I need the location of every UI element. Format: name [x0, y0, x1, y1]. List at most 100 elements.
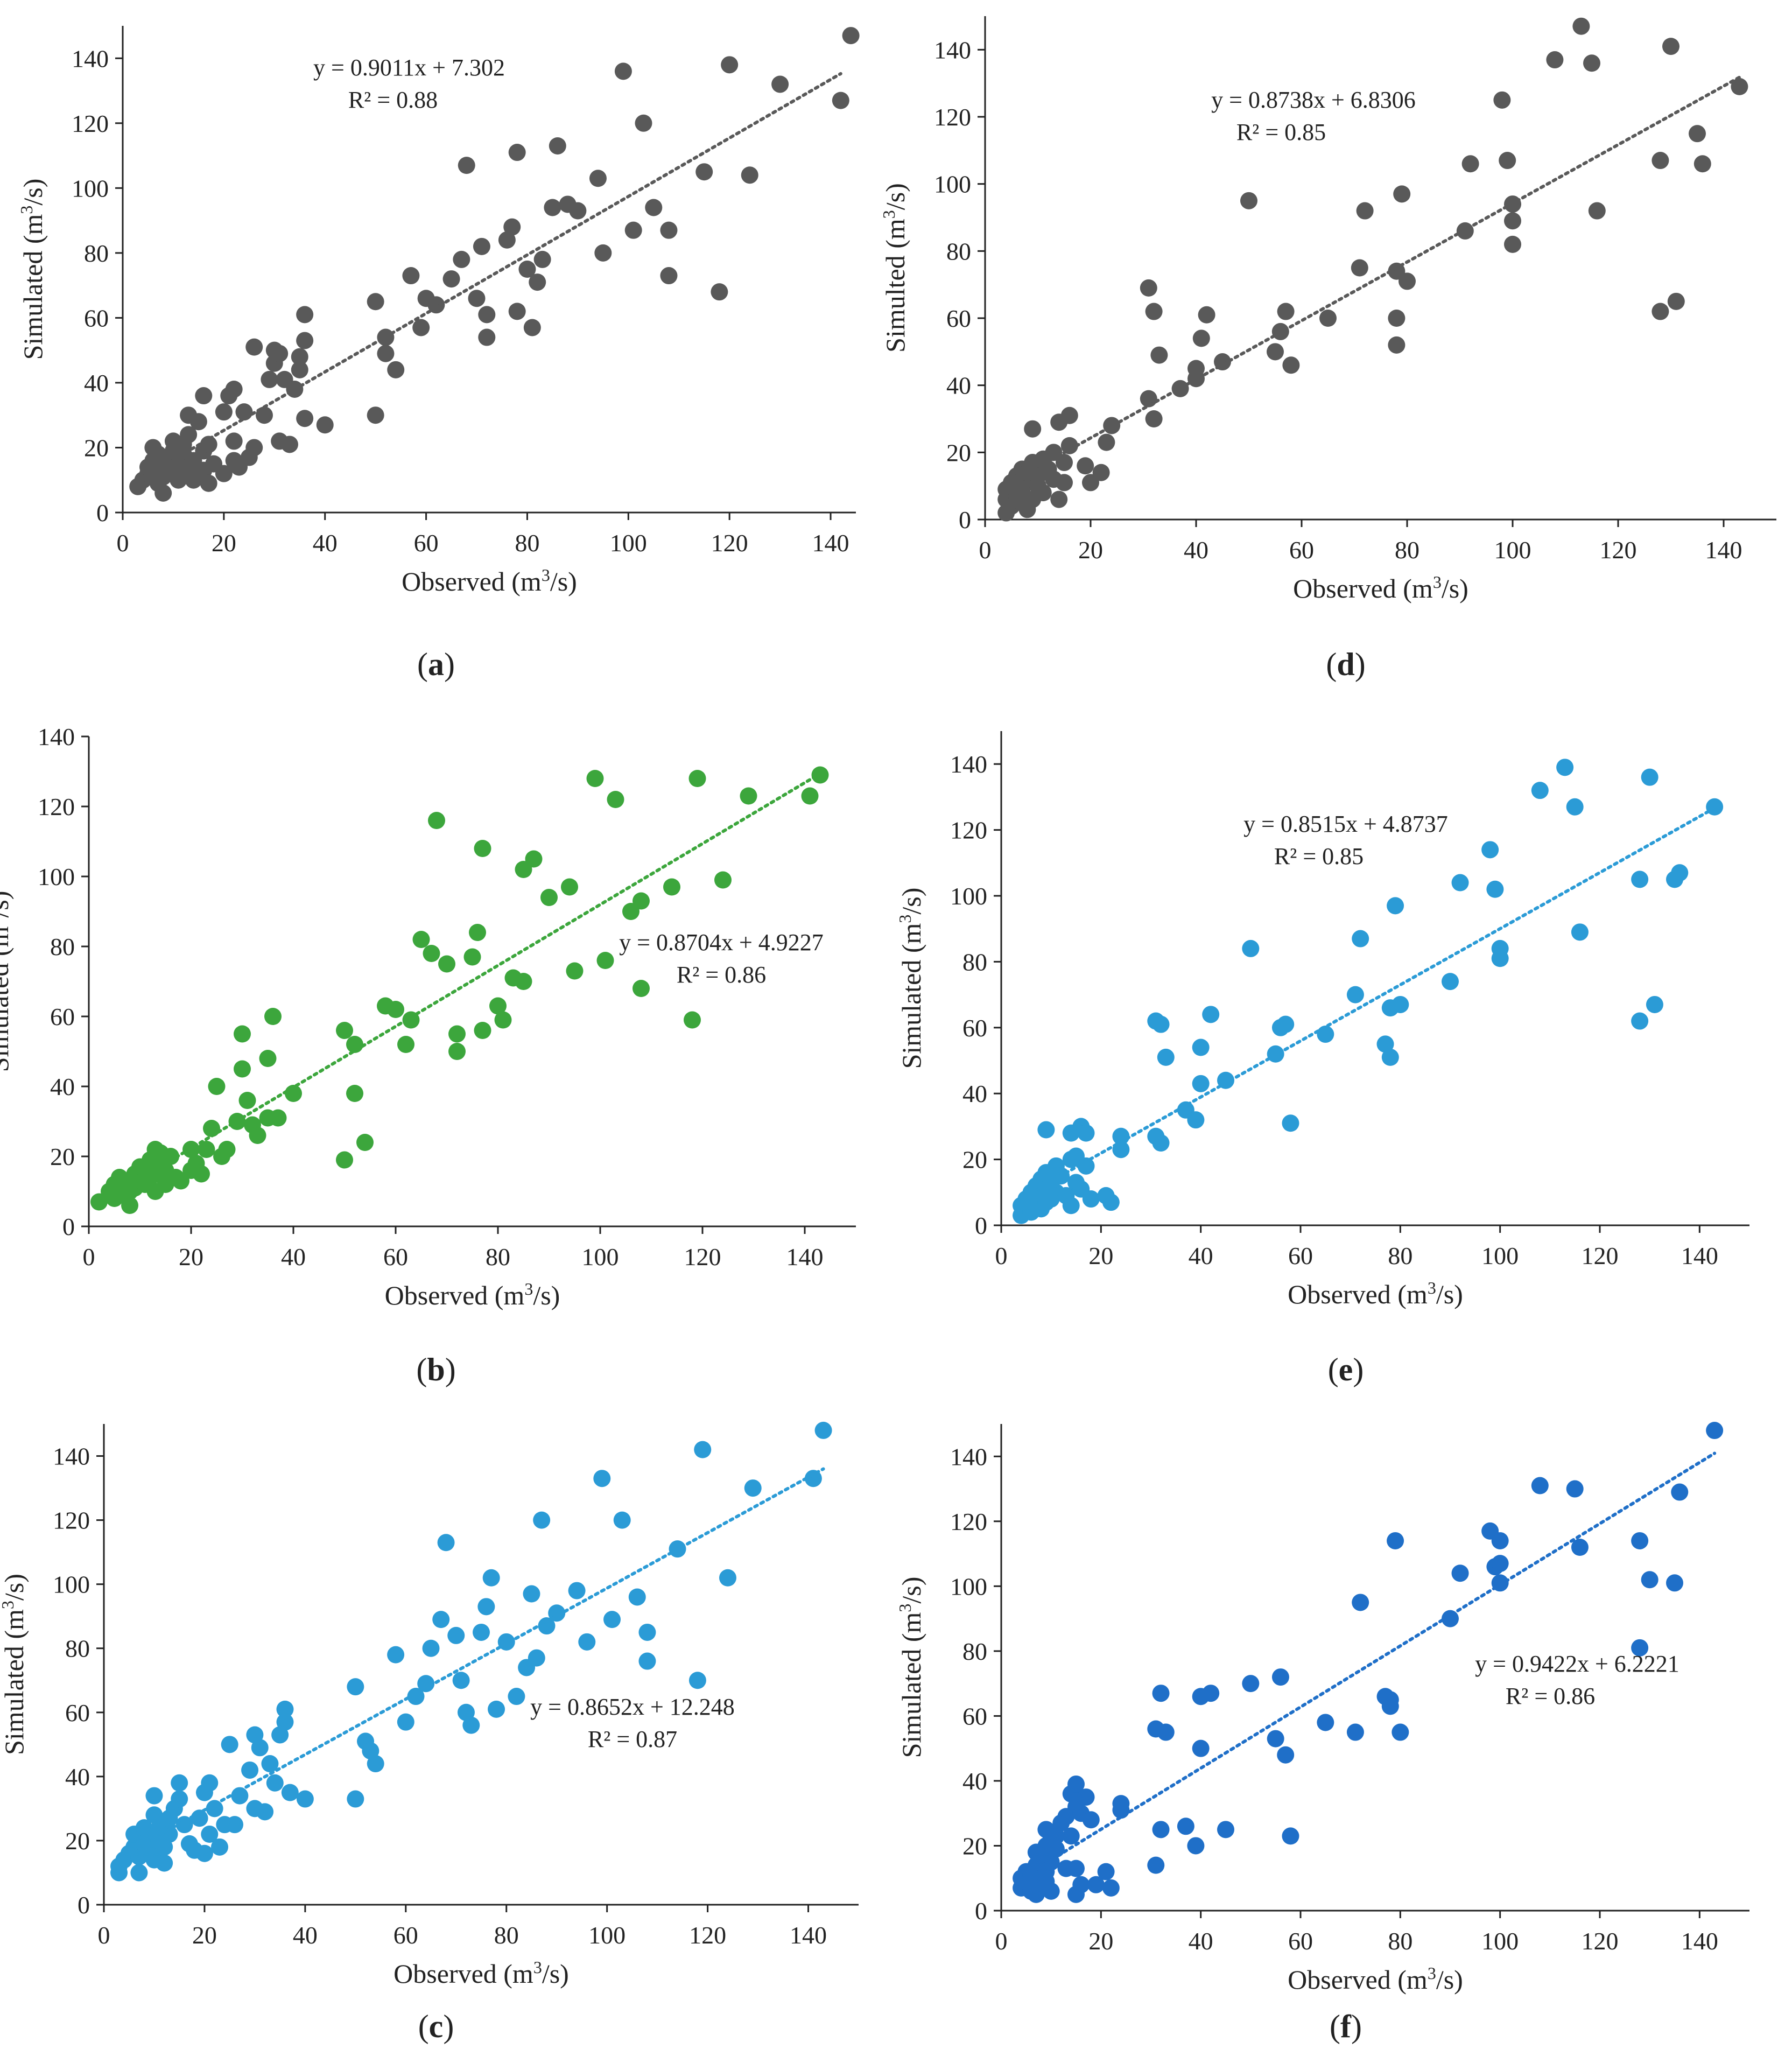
data-point — [417, 1675, 435, 1693]
data-point — [474, 840, 491, 857]
data-point — [1631, 871, 1649, 888]
data-point — [744, 1479, 762, 1497]
data-point — [1147, 1856, 1165, 1874]
x-axis-title-sup: 3 — [524, 1279, 533, 1299]
data-point — [1671, 1483, 1689, 1501]
data-point — [518, 261, 536, 278]
y-tick-label: 120 — [38, 793, 75, 820]
x-tick-label: 120 — [684, 1243, 721, 1271]
x-axis-title-tail: /s) — [533, 1280, 560, 1310]
y-axis-title: Simulated (m3/s) — [0, 1574, 29, 1755]
data-point — [1150, 346, 1168, 364]
data-point — [195, 387, 213, 405]
data-point — [628, 1588, 646, 1606]
y-tick-label: 120 — [950, 817, 987, 844]
data-point — [1662, 38, 1679, 55]
data-point — [160, 1826, 178, 1843]
data-point — [428, 812, 445, 829]
data-point — [259, 1050, 277, 1067]
data-point — [1145, 303, 1163, 320]
data-point — [540, 889, 558, 906]
data-point — [1067, 1859, 1085, 1877]
x-axis-title-tail: /s) — [1436, 1964, 1463, 1995]
data-point — [296, 332, 314, 349]
data-point — [412, 319, 430, 336]
data-point — [515, 973, 532, 990]
data-point — [1060, 437, 1078, 454]
x-tick-label: 40 — [293, 1921, 318, 1949]
data-point — [1356, 202, 1374, 220]
data-point — [296, 410, 314, 427]
panel-label-a: (a) — [417, 647, 455, 682]
data-point — [261, 1755, 279, 1773]
chart-panel-e: 0 20 40 60 80 100 120 140 0 20 40 60 80 100 120 140 Obse… — [895, 731, 1749, 1309]
chart-panel-b: 0 20 40 60 80 100 120 140 0 20 40 60 80 100 120 140 Obse… — [0, 723, 856, 1310]
r-squared-label: R² = 0.86 — [677, 962, 766, 988]
r-squared-label: R² = 0.85 — [1236, 119, 1326, 145]
panel-label-c: (c) — [418, 2009, 454, 2044]
data-point — [1667, 292, 1685, 310]
y-axis-title: Simulated (m3/s) — [895, 1577, 926, 1758]
x-axis-title-text: Observed (m — [1288, 1964, 1428, 1995]
data-point — [1666, 1574, 1683, 1592]
data-point — [804, 1470, 822, 1487]
data-point — [1706, 1422, 1724, 1440]
data-point — [694, 1441, 712, 1458]
data-point — [422, 1639, 440, 1657]
data-point — [1157, 1723, 1175, 1741]
data-point — [635, 114, 652, 132]
data-point — [477, 1598, 495, 1616]
y-tick-label: 140 — [950, 750, 987, 778]
y-axis-title: Simulted (m3/s) — [879, 183, 910, 353]
data-point — [1451, 1564, 1469, 1582]
y-axis-title-tail: /s) — [896, 888, 926, 915]
data-point — [1277, 1015, 1295, 1033]
data-point — [645, 199, 663, 216]
x-axis-title: Observed (m3/s) — [402, 565, 577, 597]
data-point — [478, 306, 496, 324]
data-point — [525, 850, 543, 868]
x-tick-label: 80 — [1395, 536, 1419, 564]
y-tick-label: 80 — [84, 240, 109, 267]
data-point — [346, 1036, 363, 1053]
data-point — [638, 1652, 656, 1670]
r-squared-label: R² = 0.86 — [1506, 1683, 1595, 1709]
trendline-equation: y = 0.9422x + 6.2221 — [1475, 1651, 1679, 1677]
data-point — [397, 1036, 414, 1053]
data-point — [458, 157, 475, 174]
x-tick-label: 0 — [98, 1921, 110, 1949]
data-point — [624, 221, 642, 239]
y-axis-title-sup: 3 — [895, 915, 915, 923]
trendline-equation: y = 0.8704x + 4.9227 — [619, 929, 824, 956]
data-point — [442, 270, 460, 288]
trendline — [1044, 1451, 1717, 1865]
y-tick-label: 80 — [50, 933, 75, 960]
data-point — [663, 878, 680, 896]
data-point — [578, 1633, 596, 1651]
data-point — [1098, 433, 1115, 451]
x-tick-label: 80 — [515, 529, 539, 557]
y-tick-label: 100 — [38, 863, 75, 890]
data-point — [1631, 1639, 1649, 1657]
data-point — [1646, 995, 1663, 1013]
y-tick-label: 20 — [50, 1143, 75, 1170]
data-point — [801, 787, 819, 805]
data-point — [130, 1864, 148, 1882]
data-point — [1376, 1035, 1394, 1053]
data-point — [1671, 864, 1689, 882]
x-axis-title-sup: 3 — [1428, 1963, 1436, 1983]
data-point — [613, 1511, 631, 1529]
data-point — [503, 218, 521, 236]
y-tick-label: 80 — [946, 237, 971, 265]
data-point — [1486, 880, 1504, 898]
data-point — [208, 1078, 226, 1095]
x-axis-title-text: Observed (m — [402, 566, 542, 597]
data-point — [633, 980, 650, 997]
y-tick-label: 140 — [950, 1443, 987, 1470]
data-point — [226, 1816, 244, 1834]
y-tick-label: 100 — [934, 171, 971, 198]
y-axis-title-sup: 3 — [895, 1604, 915, 1612]
data-point — [195, 1844, 213, 1862]
data-point — [296, 306, 314, 324]
